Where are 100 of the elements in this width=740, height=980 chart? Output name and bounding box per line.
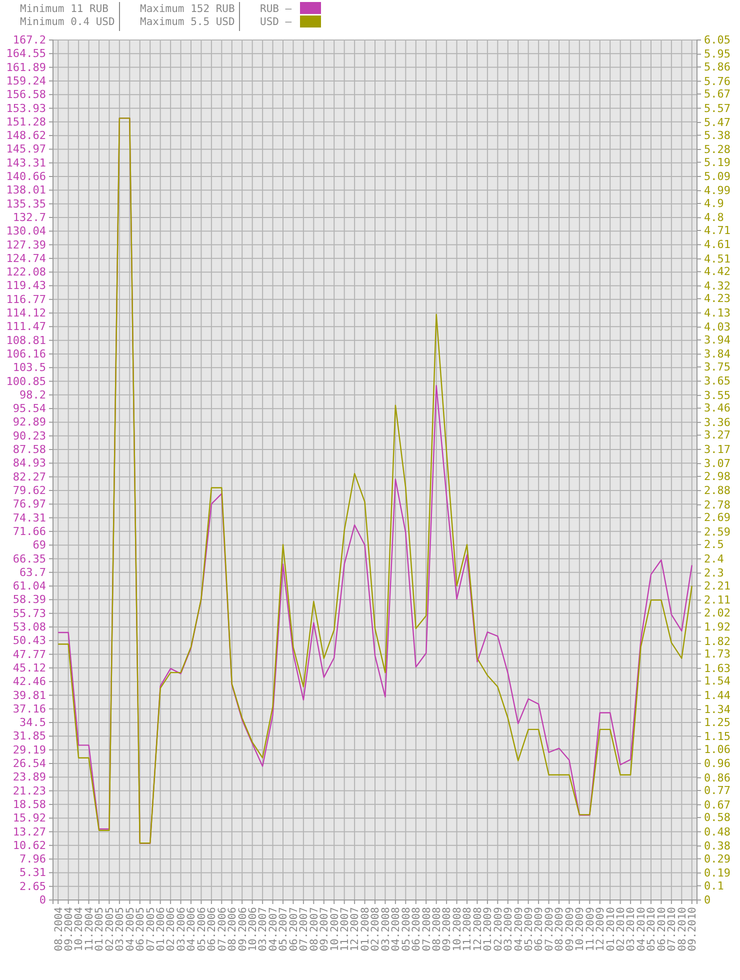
x-tick-label: 11.2008 bbox=[462, 907, 474, 952]
y-tick-label: 84.93 bbox=[12, 456, 46, 470]
x-tick-label: 07.2007 bbox=[298, 907, 310, 952]
y2-tick-label: 0.29 bbox=[704, 852, 730, 866]
y2-tick-label: 3.27 bbox=[704, 428, 730, 442]
y-tick-label: 21.23 bbox=[12, 784, 46, 798]
x-tick-label: 09.2007 bbox=[318, 907, 331, 952]
x-tick-label: 03.2005 bbox=[114, 907, 126, 952]
x-tick-label: 01.2010 bbox=[604, 907, 617, 952]
text: Minimum 0.4 USD bbox=[20, 16, 115, 28]
y2-tick-label: 1.25 bbox=[704, 716, 730, 729]
y2-tick-label: 1.63 bbox=[704, 662, 730, 675]
y-tick-label: 53.08 bbox=[12, 620, 46, 634]
x-tick-label: 12.2007 bbox=[349, 907, 362, 952]
x-tick-label: 09.2010 bbox=[686, 907, 699, 952]
x-tick-label: 01.2008 bbox=[359, 907, 372, 952]
y2-tick-label: 0.96 bbox=[704, 757, 730, 770]
x-tick-label: 04.2006 bbox=[186, 907, 198, 952]
y2-tick-label: 4.8 bbox=[704, 211, 724, 224]
y-tick-label: 58.39 bbox=[12, 593, 46, 606]
y-tick-label: 167.2 bbox=[12, 34, 46, 47]
y2-tick-label: 6.05 bbox=[704, 34, 730, 47]
x-tick-label: 03.2010 bbox=[625, 907, 638, 952]
x-tick-label: 07.2010 bbox=[666, 907, 678, 952]
y2-tick-label: 2.3 bbox=[704, 566, 724, 580]
y-tick-label: 148.62 bbox=[6, 129, 46, 142]
x-tick-label: 09.2004 bbox=[63, 907, 76, 952]
y-tick-label: 95.54 bbox=[12, 402, 46, 416]
x-tick-label: 08.2006 bbox=[226, 907, 239, 952]
y-tick-label: 23.89 bbox=[12, 770, 46, 784]
x-tick-label: 05.2010 bbox=[646, 907, 658, 952]
y-tick-label: 26.54 bbox=[12, 757, 46, 770]
y2-tick-label: 0.58 bbox=[704, 811, 730, 824]
y-tick-label: 98.2 bbox=[20, 388, 46, 402]
y-tick-label: 37.16 bbox=[12, 702, 46, 716]
y-tick-label: 145.97 bbox=[6, 142, 46, 156]
y2-tick-label: 2.02 bbox=[704, 606, 730, 620]
x-tick-label: 08.2009 bbox=[554, 907, 566, 952]
x-tick-label: 08.2008 bbox=[431, 907, 444, 952]
y2-tick-label: 4.32 bbox=[704, 279, 730, 292]
y-tick-label: 63.7 bbox=[20, 566, 46, 579]
y-tick-label: 90.23 bbox=[12, 429, 46, 442]
x-tick-label: 10.2007 bbox=[328, 907, 341, 952]
y-tick-label: 0 bbox=[39, 894, 46, 907]
y2-tick-label: 3.07 bbox=[704, 457, 730, 470]
x-tick-label: 04.2008 bbox=[390, 907, 402, 952]
y2-tick-label: 2.98 bbox=[704, 470, 730, 483]
y2-tick-label: 1.15 bbox=[704, 730, 730, 744]
y-tick-label: 82.27 bbox=[12, 470, 46, 484]
y-tick-label: 116.77 bbox=[6, 292, 46, 306]
y2-tick-label: 1.92 bbox=[704, 620, 730, 634]
y-tick-label: 124.74 bbox=[6, 252, 46, 265]
x-tick-label: 10.2009 bbox=[574, 907, 586, 952]
y-tick-label: 122.08 bbox=[6, 266, 46, 279]
y-tick-label: 55.73 bbox=[12, 606, 46, 620]
x-tick-label: 10.2008 bbox=[451, 907, 464, 952]
x-tick-label: 09.2008 bbox=[441, 907, 454, 952]
y-tick-label: 13.27 bbox=[12, 825, 46, 838]
x-tick-label: 03.2008 bbox=[380, 907, 392, 952]
x-tick-label: 01.2005 bbox=[94, 907, 106, 952]
y2-tick-label: 5.86 bbox=[704, 60, 730, 74]
y2-tick-label: 3.36 bbox=[704, 416, 730, 429]
y2-tick-label: 4.03 bbox=[704, 320, 730, 334]
y2-tick-label: 2.69 bbox=[704, 511, 730, 524]
y-tick-label: 100.85 bbox=[6, 374, 46, 388]
x-tick-label: 06.2008 bbox=[410, 907, 423, 952]
x-tick-label: 06.2007 bbox=[288, 907, 300, 952]
legend-label: RUB – bbox=[260, 3, 292, 15]
x-tick-label: 12.2009 bbox=[594, 907, 607, 952]
y2-tick-label: 2.88 bbox=[704, 484, 730, 498]
y2-tick-label: 4.99 bbox=[704, 184, 730, 198]
y-tick-label: 111.47 bbox=[6, 320, 46, 334]
y2-tick-label: 0.48 bbox=[704, 825, 730, 838]
y2-tick-label: 1.06 bbox=[704, 742, 730, 756]
x-tick-label: 10.2004 bbox=[73, 907, 86, 952]
x-tick-label: 04.2010 bbox=[635, 907, 648, 952]
x-tick-label: 05.2007 bbox=[278, 907, 290, 952]
x-tick-label: 02.2008 bbox=[370, 907, 382, 952]
x-tick-label: 06.2010 bbox=[656, 907, 668, 952]
y-tick-label: 50.43 bbox=[12, 634, 46, 648]
y2-tick-label: 5.76 bbox=[704, 74, 730, 88]
y-tick-label: 135.35 bbox=[6, 197, 46, 210]
x-tick-label: 04.2009 bbox=[512, 907, 525, 952]
y2-tick-label: 4.13 bbox=[704, 306, 730, 320]
y-tick-label: 71.66 bbox=[12, 524, 46, 538]
x-tick-label: 11.2007 bbox=[339, 907, 352, 952]
y2-tick-label: 1.82 bbox=[704, 634, 730, 648]
text: Minimum 11 RUB bbox=[20, 3, 109, 15]
x-tick-label: 06.2006 bbox=[206, 907, 218, 952]
y2-tick-label: 3.94 bbox=[704, 333, 731, 346]
y2-tick-label: 5.19 bbox=[704, 156, 730, 169]
y2-tick-label: 2.21 bbox=[704, 579, 730, 592]
y-tick-label: 92.89 bbox=[12, 416, 46, 429]
y-tick-label: 74.31 bbox=[12, 511, 46, 524]
y2-tick-label: 0.67 bbox=[704, 798, 730, 812]
x-tick-label: 08.2007 bbox=[308, 907, 320, 952]
x-tick-label: 01.2009 bbox=[482, 907, 494, 952]
y2-tick-label: 5.28 bbox=[704, 142, 730, 156]
x-tick-label: 05.2006 bbox=[196, 907, 208, 952]
y-tick-label: 34.5 bbox=[20, 716, 46, 730]
